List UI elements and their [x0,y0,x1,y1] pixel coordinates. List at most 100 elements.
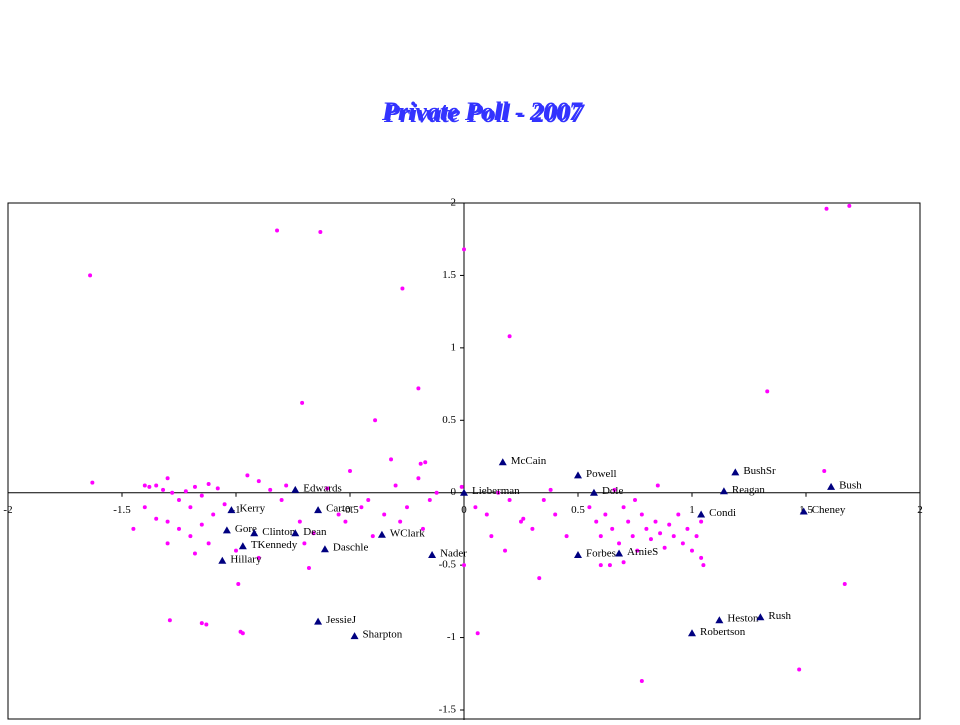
dot-point [206,541,211,546]
dot-point [473,505,478,510]
triangle-point [250,529,259,537]
point-label: Daschle [333,542,369,554]
dot-point [612,487,617,492]
point-label: WClark [390,527,425,539]
y-tick-label: 0.5 [442,414,456,426]
dot-point [88,273,93,278]
dot-point [192,484,197,489]
dot-point [373,418,378,423]
dot-point [154,516,159,521]
dot-point [177,526,181,531]
dot-point [188,534,193,539]
y-tick-label: 1.5 [442,269,456,281]
point-label: Powell [586,468,617,480]
dot-point [633,497,637,502]
dot-point [416,386,421,391]
dot-point [300,400,305,405]
dot-point [188,505,193,510]
dot-point [199,522,204,527]
dot-point [842,581,847,586]
dot-point [427,497,432,502]
dot-point [530,526,535,531]
dot-point [183,489,188,494]
dot-point [635,548,640,553]
dot-point [667,522,672,527]
triangle-point [615,549,624,557]
point-label: Gore [235,523,257,535]
dot-point [325,486,330,491]
triangle-point [574,471,582,479]
dot-point [694,534,699,539]
dot-point [199,621,204,626]
dot-point [699,555,704,560]
dot-point [423,460,428,465]
dot-point [416,476,421,481]
dot-point [236,581,241,586]
dot-point [405,505,409,510]
point-label: Hillary [230,553,262,565]
dot-point [215,486,220,491]
dot-point [199,493,204,498]
dot-point [496,490,501,495]
dot-point [630,534,635,539]
point-label: Sharpton [363,629,403,641]
dot-point [311,531,316,536]
point-label: JessieJ [326,614,357,626]
dot-point [507,497,512,502]
y-tick-label: -0.5 [439,559,457,571]
dot-point [701,563,706,568]
point-label: Dean [303,526,327,538]
triangle-point [697,510,706,518]
dot-point [306,566,311,571]
point-label: Kerry [239,503,265,515]
point-label: Dole [602,485,624,497]
dot-point [165,519,170,524]
dot-point [765,389,770,394]
triangle-point [238,542,247,550]
triangle-point [574,551,582,559]
x-tick-label: -0.5 [341,504,359,516]
dot-point [484,512,489,517]
triangle-point [377,530,386,538]
triangle-point [498,458,507,466]
dot-point [204,622,209,627]
dot-point [658,531,663,536]
dot-point [161,487,166,492]
triangle-point [719,487,728,495]
point-label: Heston [727,613,759,625]
dot-point [366,497,371,502]
triangle-point [688,629,696,637]
dot-point [662,545,667,550]
dot-point [639,679,644,684]
dot-point [541,497,546,502]
dot-point [521,516,526,521]
x-tick-label: 0 [461,504,467,516]
dot-point [245,473,250,478]
dot-point [359,505,364,510]
dot-point [797,667,802,672]
point-label: Forbes [586,548,616,560]
triangle-point [715,616,724,624]
dot-point [685,526,690,531]
triangle-point [756,613,765,621]
dot-point [393,483,398,488]
triangle-point [222,526,231,534]
dot-point [142,505,147,510]
dot-point [598,534,603,539]
triangle-point [291,529,300,537]
triangle-point [350,632,359,640]
point-label: Bush [839,479,862,491]
dot-point [177,497,181,502]
dot-point [420,526,425,531]
triangle-point [428,551,437,559]
dot-point [389,457,394,462]
triangle-point [320,545,329,553]
dot-point [400,286,405,291]
dot-point [822,468,827,473]
dot-point [626,519,631,524]
dot-point [370,534,375,539]
dot-point [553,512,558,517]
dot-point [318,229,323,234]
dot-point [256,479,261,484]
triangle-point [589,488,598,496]
